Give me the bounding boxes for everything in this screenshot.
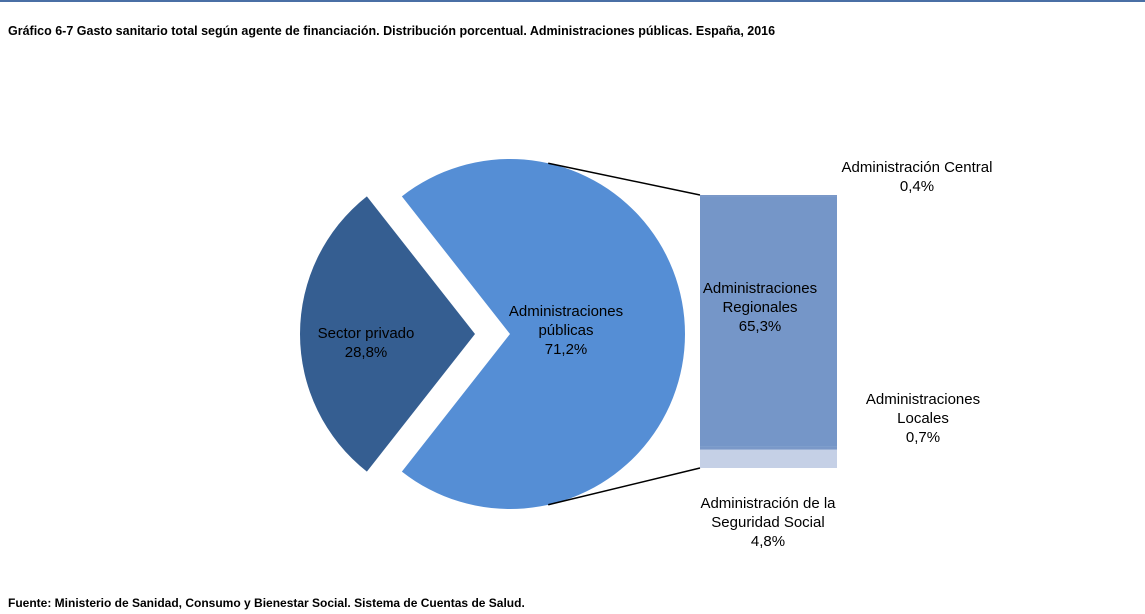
bar-label: Administraciones Regionales bbox=[702, 280, 818, 316]
bar-value-label: 0,7% bbox=[905, 429, 941, 446]
pie-slice bbox=[299, 196, 475, 472]
connector-line bbox=[548, 467, 701, 506]
bar-segment bbox=[700, 195, 837, 197]
slice-value-label: 28,8% bbox=[344, 344, 388, 361]
bar-value-label: 0,4% bbox=[899, 178, 935, 195]
pie-slice bbox=[401, 159, 685, 509]
bar-segment bbox=[700, 449, 837, 468]
chart-title: Gráfico 6-7 Gasto sanitario total según … bbox=[8, 24, 776, 38]
bar-label: Administraciones Locales bbox=[865, 391, 981, 427]
bar-segment bbox=[700, 446, 837, 450]
bar-value-label: 65,3% bbox=[738, 318, 782, 335]
connector-line bbox=[548, 162, 701, 196]
bar-label: Administración Central bbox=[841, 159, 993, 176]
slice-label: Administraciones públicas bbox=[508, 303, 624, 339]
slice-value-label: 71,2% bbox=[544, 341, 588, 358]
bar-value-label: 4,8% bbox=[750, 533, 786, 550]
slice-label: Sector privado bbox=[317, 325, 415, 342]
bar-label: Administración de la Seguridad Social bbox=[700, 495, 836, 531]
source-note: Fuente: Ministerio de Sanidad, Consumo y… bbox=[8, 596, 525, 610]
bar-segment bbox=[700, 196, 837, 447]
